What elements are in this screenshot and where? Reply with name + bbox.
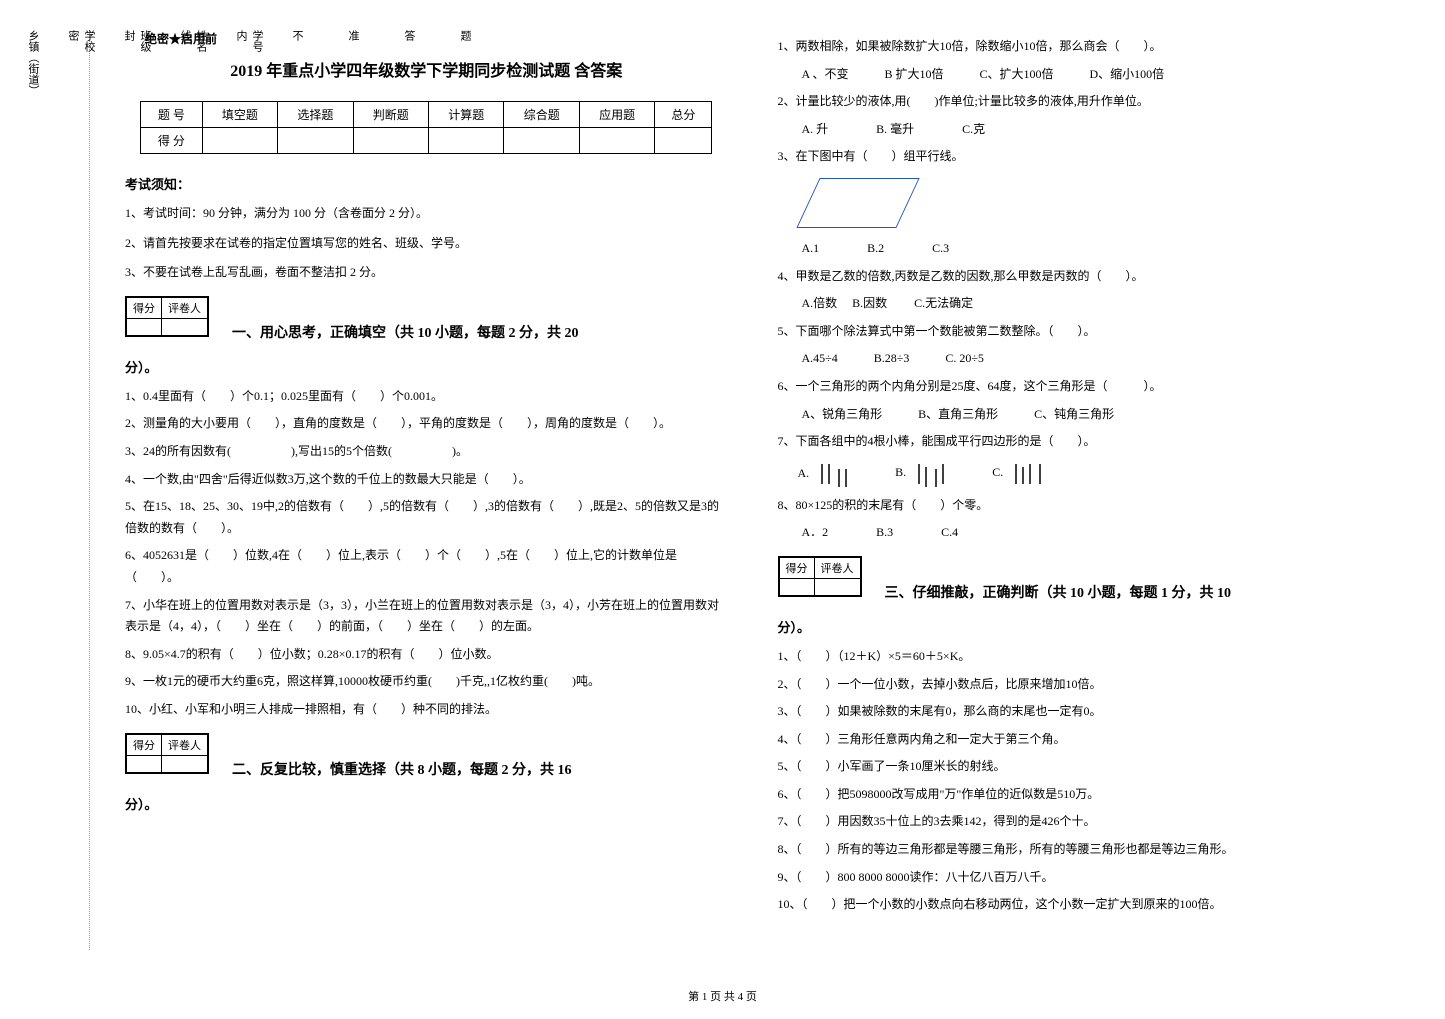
binding-margin: 学号 姓名 班级 学校 乡镇（街道） 题 答 准 不 内 线 封 密 <box>30 30 90 950</box>
question: 8、80×125的积的末尾有（ ）个零。 <box>778 495 1381 517</box>
score-box-label: 得分 <box>779 557 814 578</box>
question: 1、（ ）（12＋K）×5＝60＋5×K。 <box>778 646 1381 668</box>
opt-label: A. <box>798 465 810 479</box>
parallelogram-shape <box>796 178 919 228</box>
question: 6、（ ）把5098000改写成用"万"作单位的近似数是510万。 <box>778 784 1381 806</box>
question: 3、（ ）如果被除数的末尾有0，那么商的末尾也一定有0。 <box>778 701 1381 723</box>
score-box-label: 评卷人 <box>814 557 860 578</box>
options: A 、不变 B 扩大10倍 C、扩大100倍 D、缩小100倍 <box>802 64 1381 86</box>
seal-text: 准 <box>345 30 361 950</box>
right-column: 1、两数相除，如果被除数扩大10倍，除数缩小10倍，那么商会（ ）。 A 、不变… <box>753 30 1406 989</box>
score-header: 总分 <box>655 102 712 128</box>
section-title-end: 分）。 <box>778 617 1381 636</box>
options: A.倍数 B.因数 C.无法确定 <box>802 293 1381 315</box>
question: 5、下面哪个除法算式中第一个数能被第二数整除。（ ）。 <box>778 321 1381 343</box>
question: 6、一个三角形的两个内角分别是25度、64度，这个三角形是（ ）。 <box>778 376 1381 398</box>
options: A.45÷4 B.28÷3 C. 20÷5 <box>802 348 1381 370</box>
question: 1、两数相除，如果被除数扩大10倍，除数缩小10倍，那么商会（ ）。 <box>778 36 1381 58</box>
seal-text: 线 <box>177 30 193 950</box>
seal-text: 内 <box>233 30 249 950</box>
question: 5、（ ）小军画了一条10厘米长的射线。 <box>778 756 1381 778</box>
question: 8、（ ）所有的等边三角形都是等腰三角形，所有的等腰三角形也都是等边三角形。 <box>778 839 1381 861</box>
seal-text: 答 <box>401 30 417 950</box>
score-box: 得分 评卷人 <box>778 556 862 597</box>
options: A. 升 B. 毫升 C.克 <box>802 119 1381 141</box>
question: 7、（ ）用因数35十位上的3去乘142，得到的是426个十。 <box>778 811 1381 833</box>
question: 3、在下图中有（ ）组平行线。 <box>778 146 1381 168</box>
margin-label: 乡镇（街道） <box>25 30 41 950</box>
question: 9、（ ）800 8000 8000读作：八十亿八百万八千。 <box>778 867 1381 889</box>
question: 10、（ ）把一个小数的小数点向右移动两位，这个小数一定扩大到原来的100倍。 <box>778 894 1381 916</box>
section-title: 三、仔细推敲，正确判断（共 10 小题，每题 1 分，共 10 <box>885 586 1232 601</box>
options: A.1 B.2 C.3 <box>802 238 1381 260</box>
score-header: 应用题 <box>579 102 654 128</box>
seal-text: 封 <box>121 30 137 950</box>
question: 7、下面各组中的4根小棒，能围成平行四边形的是（ ）。 <box>778 431 1381 453</box>
question: 4、甲数是乙数的倍数,丙数是乙数的因数,那么甲数是丙数的（ ）。 <box>778 266 1381 288</box>
seal-text: 不 <box>289 30 305 950</box>
seal-text: 密 <box>65 30 81 950</box>
score-header: 综合题 <box>504 102 579 128</box>
options: A．2 B.3 C.4 <box>802 522 1381 544</box>
options: A、锐角三角形 B、直角三角形 C、钝角三角形 <box>802 404 1381 426</box>
seal-text: 题 <box>457 30 473 950</box>
sticks-options: A. B. C. <box>798 459 1381 489</box>
opt-label: C. <box>992 465 1003 479</box>
question: 2、计量比较少的液体,用( )作单位;计量比较多的液体,用升作单位。 <box>778 91 1381 113</box>
page-footer: 第 1 页 共 4 页 <box>0 988 1445 1004</box>
opt-label: B. <box>895 465 906 479</box>
question: 2、（ ）一个一位小数，去掉小数点后，比原来增加10倍。 <box>778 674 1381 696</box>
question: 4、（ ）三角形任意两内角之和一定大于第三个角。 <box>778 729 1381 751</box>
